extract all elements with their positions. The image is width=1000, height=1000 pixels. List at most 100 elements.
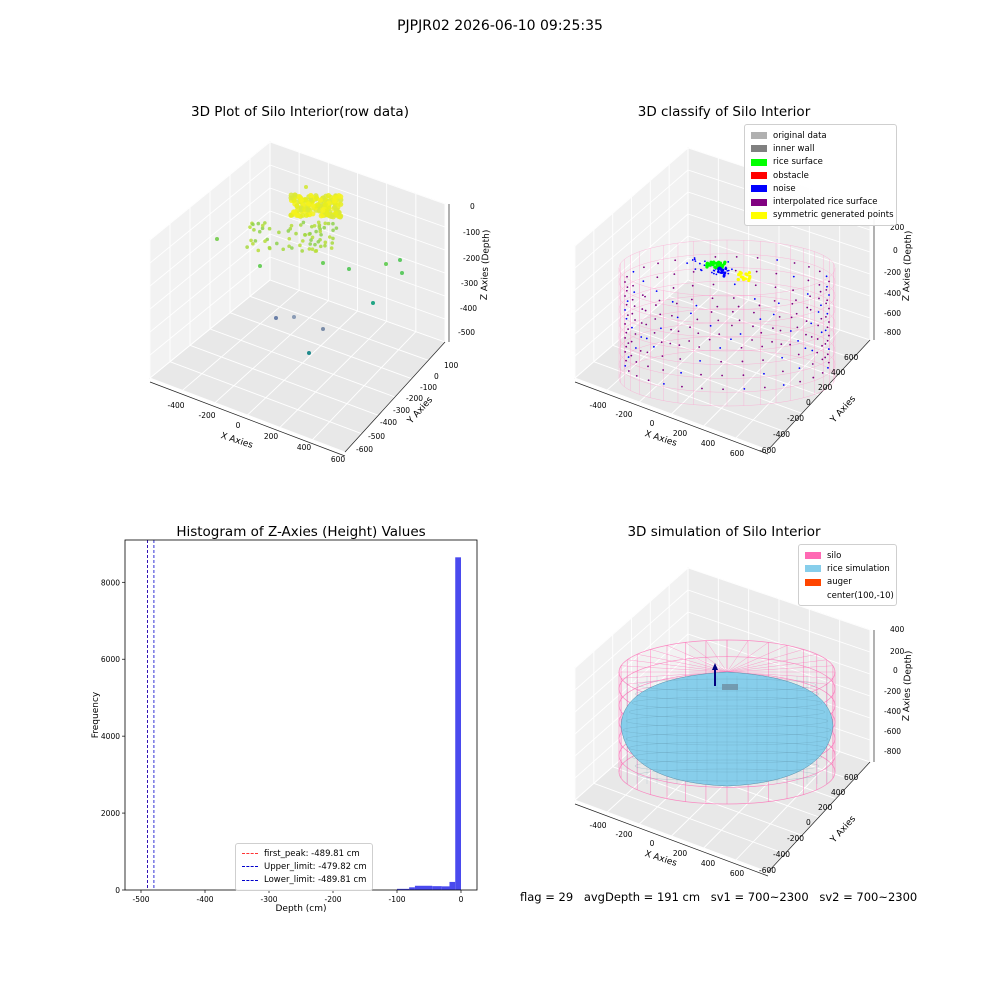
silo-roof-line [685,642,728,673]
y-tick: 0 [806,398,811,407]
interpolated-point [740,346,743,349]
silo-roof-line [705,640,728,673]
interpolated-point [643,266,645,269]
floor-grid [312,331,417,440]
interpolated-point [796,326,799,329]
interpolated-point [624,281,626,283]
y-tick: -400 [380,418,397,427]
interpolated-point [791,302,794,305]
interpolated-point [756,257,759,259]
y-tick: 0 [115,886,120,895]
wall-grid [574,147,689,247]
interpolated-point [632,284,634,287]
histogram-bar [449,881,456,890]
histogram-legend: first_peak: -489.81 cm Upper_limit: -479… [235,843,373,891]
interpolated-point [738,319,741,322]
floor-grid [269,279,446,343]
raw-plot-zticks: 0 -100 -200 -300 -400 -500 [458,202,480,337]
interpolated-point [630,340,633,343]
histogram-bar [414,885,433,890]
interpolated-point [647,365,649,368]
interpolated-point [625,303,628,306]
interpolated-point [804,347,807,350]
interpolated-point [640,322,643,324]
interpolated-point [635,361,638,363]
z-tick: 0 [470,202,475,211]
histogram-title: Histogram of Z-Axies (Height) Values [176,524,425,540]
interpolated-point [670,328,672,331]
interpolated-point [639,350,642,352]
classify-ylabel: Y Axies [828,394,858,426]
floor-grid [687,279,871,341]
raw-point [256,221,261,226]
x-tick: 400 [297,443,312,452]
symmetric-point [739,275,743,279]
rice-surface-point [708,263,712,267]
interpolated-point [752,325,754,328]
silo-roof-line [726,640,749,673]
y-tick: 2000 [101,809,120,818]
sv2-value: sv2 = 700~2300 [819,890,918,904]
interpolated-point [690,312,692,315]
x-tick: -200 [615,410,632,419]
simulation-3d-plot: 3D simulation of Silo Interior -400 -200… [574,524,914,878]
legend-dash [242,866,258,868]
raw-point [307,351,311,355]
symmetric-point [736,277,740,282]
interpolated-point [633,305,636,307]
x-tick: 200 [673,849,688,858]
interpolated-point [624,295,626,297]
z-tick: 400 [890,625,905,634]
interpolated-point [624,365,627,367]
wall-grid [687,567,871,631]
interpolated-point [735,255,738,258]
interpolated-point [795,312,798,315]
raw-point [329,246,334,250]
raw-point [305,201,312,207]
raw-point [400,271,404,275]
y-tick: 4000 [101,732,120,741]
noise-point [727,261,730,263]
classify-plot-zticks: 200 0 -200 -400 -600 -800 [884,223,905,337]
simulation-plot-yticks: 600 400 200 0 -200 -400 -600 [759,773,859,875]
legend-swatch [751,145,767,153]
silo-ring [618,308,836,365]
raw-point [308,192,314,199]
raw-point [257,229,262,234]
interpolated-point [818,284,821,286]
symmetric-point [747,271,752,275]
interpolated-point [778,316,781,318]
x-tick: 0 [650,839,655,848]
interpolated-point [824,356,827,359]
y-tick: -600 [759,866,776,875]
y-tick: -100 [420,383,437,392]
interpolated-point [672,287,675,289]
raw-point [300,212,306,218]
legend-item: original data [751,129,890,142]
interpolated-point [663,382,665,385]
simulation-plot-xticks: -400 -200 0 200 400 600 [589,821,744,878]
silo-roof-line [726,649,804,673]
raw-plot-xticks: -400 -200 0 200 400 600 [167,401,345,464]
interpolated-point [805,320,808,323]
interpolated-point [717,319,720,322]
interpolated-point [631,326,633,329]
legend-swatch [805,592,821,599]
interpolated-point [721,374,723,377]
interpolated-point [797,353,800,356]
x-tick: 600 [730,449,745,458]
interpolated-point [816,338,819,340]
interpolated-point [640,336,643,338]
silo-roof-line [621,671,728,679]
interpolated-point [795,299,797,302]
x-tick: 200 [673,429,688,438]
raw-point [322,225,327,230]
y-tick: 6000 [101,655,120,664]
y-tick: 8000 [101,578,120,587]
raw-xlabel: X Axies [219,431,254,451]
interpolated-point [772,313,775,316]
interpolated-point [708,338,711,341]
interpolated-point [719,347,722,349]
raw-point [331,221,335,226]
legend-item: Lower_limit: -489.81 cm [242,874,366,887]
